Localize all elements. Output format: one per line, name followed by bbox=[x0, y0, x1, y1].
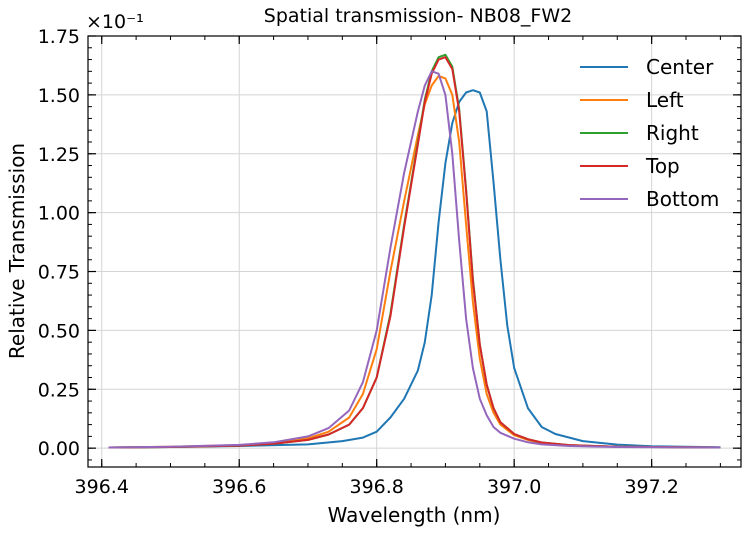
y-tick-label: 0.00 bbox=[38, 438, 80, 460]
y-tick-label: 1.25 bbox=[38, 144, 80, 166]
x-tick-label: 397.0 bbox=[487, 476, 541, 498]
legend-label-top: Top bbox=[645, 154, 680, 178]
x-tick-label: 396.6 bbox=[212, 476, 266, 498]
legend-label-center: Center bbox=[646, 55, 714, 79]
series-line-top bbox=[108, 56, 721, 449]
plot-frame bbox=[87, 35, 742, 468]
legend: Center Left Right Top Bottom bbox=[580, 55, 719, 211]
y-tick-label: 1.50 bbox=[38, 85, 80, 107]
y-tick-label: 1.00 bbox=[38, 203, 80, 225]
series-line-bottom bbox=[108, 70, 721, 449]
y-tick-label: 0.50 bbox=[38, 320, 80, 342]
legend-label-left: Left bbox=[646, 88, 684, 112]
y-multiplier: ×10⁻¹ bbox=[86, 11, 144, 33]
series-group bbox=[108, 53, 721, 449]
y-axis-label: Relative Transmission bbox=[5, 143, 29, 359]
y-tick-label: 0.25 bbox=[38, 379, 80, 401]
legend-label-right: Right bbox=[646, 121, 699, 145]
chart-title: Spatial transmission- NB08_FW2 bbox=[264, 5, 572, 27]
grid bbox=[88, 35, 741, 467]
series-line-left bbox=[108, 75, 721, 449]
series-line-right bbox=[108, 53, 721, 449]
x-axis-label: Wavelength (nm) bbox=[328, 503, 501, 527]
series-line-center bbox=[108, 89, 721, 449]
x-tick-label: 397.2 bbox=[624, 476, 678, 498]
legend-label-bottom: Bottom bbox=[646, 187, 719, 211]
ticks: 396.4 396.6 396.8 397.0 397.2 0.00 0.25 0.50 0.7… bbox=[38, 26, 741, 498]
y-tick-label: 1.75 bbox=[38, 26, 80, 48]
x-tick-label: 396.8 bbox=[349, 476, 403, 498]
x-tick-label: 396.4 bbox=[75, 476, 129, 498]
y-tick-label: 0.75 bbox=[38, 262, 80, 284]
